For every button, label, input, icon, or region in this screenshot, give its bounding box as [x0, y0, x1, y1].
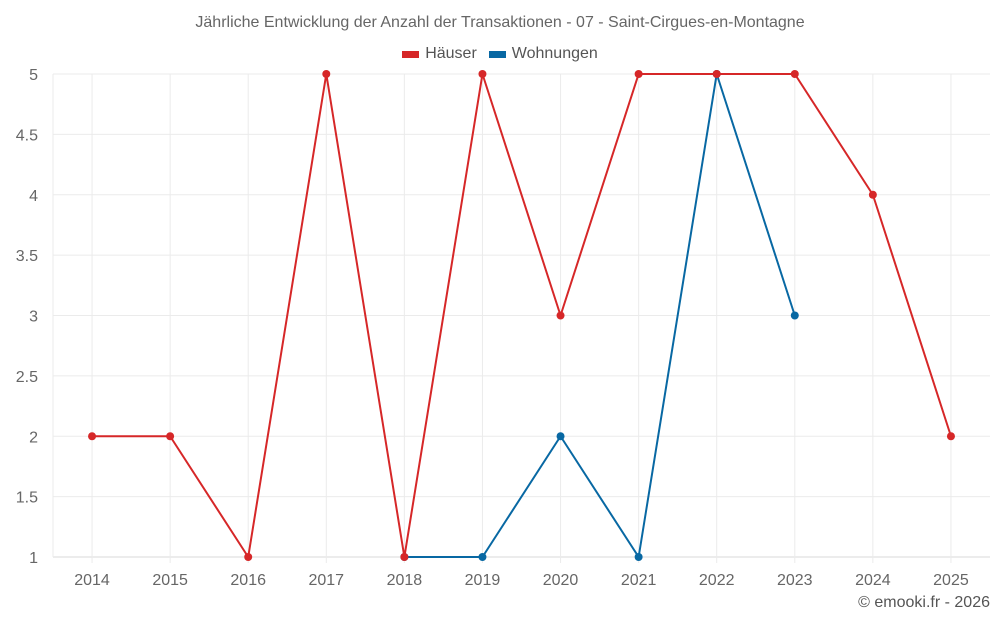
x-tick-label: 2015 — [152, 572, 188, 589]
x-tick-label: 2020 — [543, 572, 579, 589]
data-point[interactable] — [478, 553, 487, 561]
x-tick-label: 2023 — [777, 572, 813, 589]
y-tick-label: 2.5 — [16, 369, 38, 386]
data-point[interactable] — [88, 432, 97, 441]
grid — [52, 73, 990, 563]
data-point[interactable] — [322, 70, 331, 78]
legend: Häuser Wohnungen — [0, 45, 1000, 63]
data-point[interactable] — [868, 190, 877, 199]
series-häuser — [88, 70, 955, 561]
y-tick-label: 1.5 — [16, 490, 38, 507]
y-axis: 1 1.5 2 2.5 3 3.5 4 4.5 5 — [16, 67, 38, 567]
series-layer — [88, 70, 955, 561]
x-tick-label: 2019 — [465, 572, 501, 589]
x-tick-label: 2017 — [308, 572, 344, 589]
x-tick-label: 2024 — [855, 572, 891, 589]
y-tick-label: 4.5 — [16, 127, 38, 144]
chart-title: Jährliche Entwicklung der Anzahl der Tra… — [195, 14, 805, 31]
legend-item-haeuser[interactable]: Häuser — [402, 45, 477, 63]
series-line — [404, 73, 796, 558]
y-tick-label: 4 — [29, 188, 38, 205]
data-point[interactable] — [946, 432, 955, 441]
data-point[interactable] — [634, 553, 643, 561]
x-tick-label: 2014 — [74, 572, 110, 589]
y-tick-label: 2 — [29, 429, 38, 446]
legend-label-wohnungen: Wohnungen — [511, 45, 598, 62]
data-point[interactable] — [166, 432, 175, 441]
data-point[interactable] — [556, 432, 565, 441]
x-tick-label: 2025 — [933, 572, 969, 589]
y-tick-label: 3.5 — [16, 248, 38, 265]
x-tick-label: 2021 — [621, 572, 657, 589]
data-point[interactable] — [400, 553, 409, 561]
data-point[interactable] — [712, 70, 721, 78]
data-point[interactable] — [556, 311, 565, 320]
data-point[interactable] — [634, 70, 643, 78]
legend-item-wohnungen[interactable]: Wohnungen — [488, 45, 598, 63]
legend-swatch-haeuser — [402, 50, 420, 58]
series-line — [92, 73, 952, 558]
y-tick-label: 1 — [29, 550, 38, 567]
data-point[interactable] — [244, 553, 253, 561]
x-tick-label: 2016 — [230, 572, 266, 589]
legend-swatch-wohnungen — [488, 50, 506, 58]
x-axis: 2014 2015 2016 2017 2018 2019 2020 2021 2022 2023… — [74, 572, 969, 589]
y-tick-label: 3 — [29, 309, 38, 326]
data-point[interactable] — [790, 70, 799, 78]
legend-label-haeuser: Häuser — [425, 45, 477, 62]
copyright-footer: © emooki.fr - 2026 — [858, 594, 990, 611]
data-point[interactable] — [790, 311, 799, 320]
y-tick-label: 5 — [29, 67, 38, 84]
data-point[interactable] — [478, 70, 487, 78]
x-tick-label: 2022 — [699, 572, 735, 589]
x-tick-label: 2018 — [387, 572, 423, 589]
